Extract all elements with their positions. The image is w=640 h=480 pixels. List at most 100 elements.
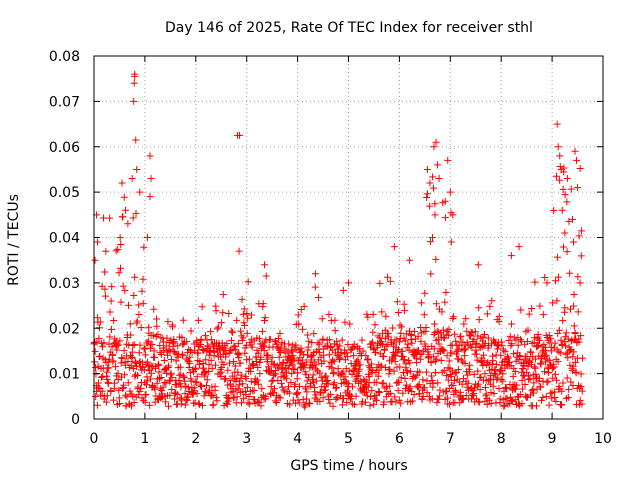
data-point	[554, 254, 561, 261]
data-point	[546, 402, 553, 409]
data-point	[553, 173, 560, 180]
data-point	[179, 352, 186, 359]
data-point	[319, 315, 326, 322]
data-point	[117, 241, 124, 248]
data-point	[558, 402, 565, 409]
data-point	[315, 294, 322, 301]
data-point	[131, 80, 138, 87]
data-point	[258, 385, 265, 392]
data-point	[330, 369, 337, 376]
data-point	[119, 213, 126, 220]
data-point	[507, 333, 514, 340]
data-point	[525, 376, 532, 383]
data-point	[484, 310, 491, 317]
data-point	[516, 243, 523, 250]
data-point	[562, 342, 569, 349]
data-point	[473, 351, 480, 358]
data-point	[305, 338, 312, 345]
data-point	[182, 401, 189, 408]
data-point	[574, 184, 581, 191]
data-point	[118, 180, 125, 187]
x-tick-label: 10	[594, 431, 612, 447]
data-point	[578, 252, 585, 259]
data-point	[127, 320, 134, 327]
data-point	[579, 355, 586, 362]
data-point	[212, 362, 219, 369]
data-point	[229, 329, 236, 336]
data-point	[406, 257, 413, 264]
data-point	[162, 366, 169, 373]
data-point	[135, 301, 142, 308]
data-point	[462, 315, 469, 322]
data-point	[428, 372, 435, 379]
data-point	[173, 357, 180, 364]
data-point	[531, 279, 538, 286]
data-point	[155, 362, 162, 369]
data-point	[199, 303, 206, 310]
data-point	[432, 211, 439, 218]
data-point	[310, 330, 317, 337]
data-point	[483, 391, 490, 398]
data-point	[380, 380, 387, 387]
data-point	[306, 400, 313, 407]
data-point	[424, 190, 431, 197]
data-point	[164, 318, 171, 325]
data-point	[142, 351, 149, 358]
data-point	[475, 381, 482, 388]
data-point	[341, 319, 348, 326]
data-point	[401, 307, 408, 314]
data-point	[122, 207, 129, 214]
data-point	[131, 341, 138, 348]
data-point	[136, 189, 143, 196]
data-point	[564, 175, 571, 182]
data-point	[577, 279, 584, 286]
data-point	[210, 401, 217, 408]
data-point	[362, 399, 369, 406]
x-tick-label: 0	[90, 431, 99, 447]
data-point	[102, 248, 109, 255]
x-tick-label: 6	[395, 431, 404, 447]
data-point	[96, 324, 103, 331]
data-point	[474, 368, 481, 375]
data-point	[564, 354, 571, 361]
data-point	[369, 329, 376, 336]
data-point	[202, 332, 209, 339]
x-tick-label: 5	[344, 431, 353, 447]
data-point	[392, 399, 399, 406]
data-point	[129, 349, 136, 356]
data-point	[571, 291, 578, 298]
data-point	[261, 261, 268, 268]
data-point	[198, 336, 205, 343]
data-point	[427, 270, 434, 277]
data-point	[397, 322, 404, 329]
data-point	[559, 379, 566, 386]
data-point	[446, 401, 453, 408]
data-point	[146, 152, 153, 159]
data-point	[151, 354, 158, 361]
data-point	[476, 399, 483, 406]
data-point	[234, 369, 241, 376]
data-point	[239, 296, 246, 303]
data-point	[508, 340, 515, 347]
data-point	[325, 311, 332, 318]
data-point	[432, 369, 439, 376]
data-point	[460, 321, 467, 328]
data-point	[332, 327, 339, 334]
data-point	[129, 342, 136, 349]
data-point	[476, 316, 483, 323]
data-point	[129, 175, 136, 182]
data-point	[430, 185, 437, 192]
data-point	[138, 324, 145, 331]
data-point	[325, 396, 332, 403]
data-point	[125, 302, 132, 309]
y-tick-label: 0.02	[49, 321, 80, 337]
x-tick-label: 4	[293, 431, 302, 447]
data-point	[276, 330, 283, 337]
data-point	[564, 248, 571, 255]
data-point	[571, 322, 578, 329]
data-point	[140, 244, 147, 251]
data-point	[444, 157, 451, 164]
data-point	[559, 207, 566, 214]
y-tick-label: 0.05	[49, 185, 80, 201]
data-point	[212, 383, 219, 390]
